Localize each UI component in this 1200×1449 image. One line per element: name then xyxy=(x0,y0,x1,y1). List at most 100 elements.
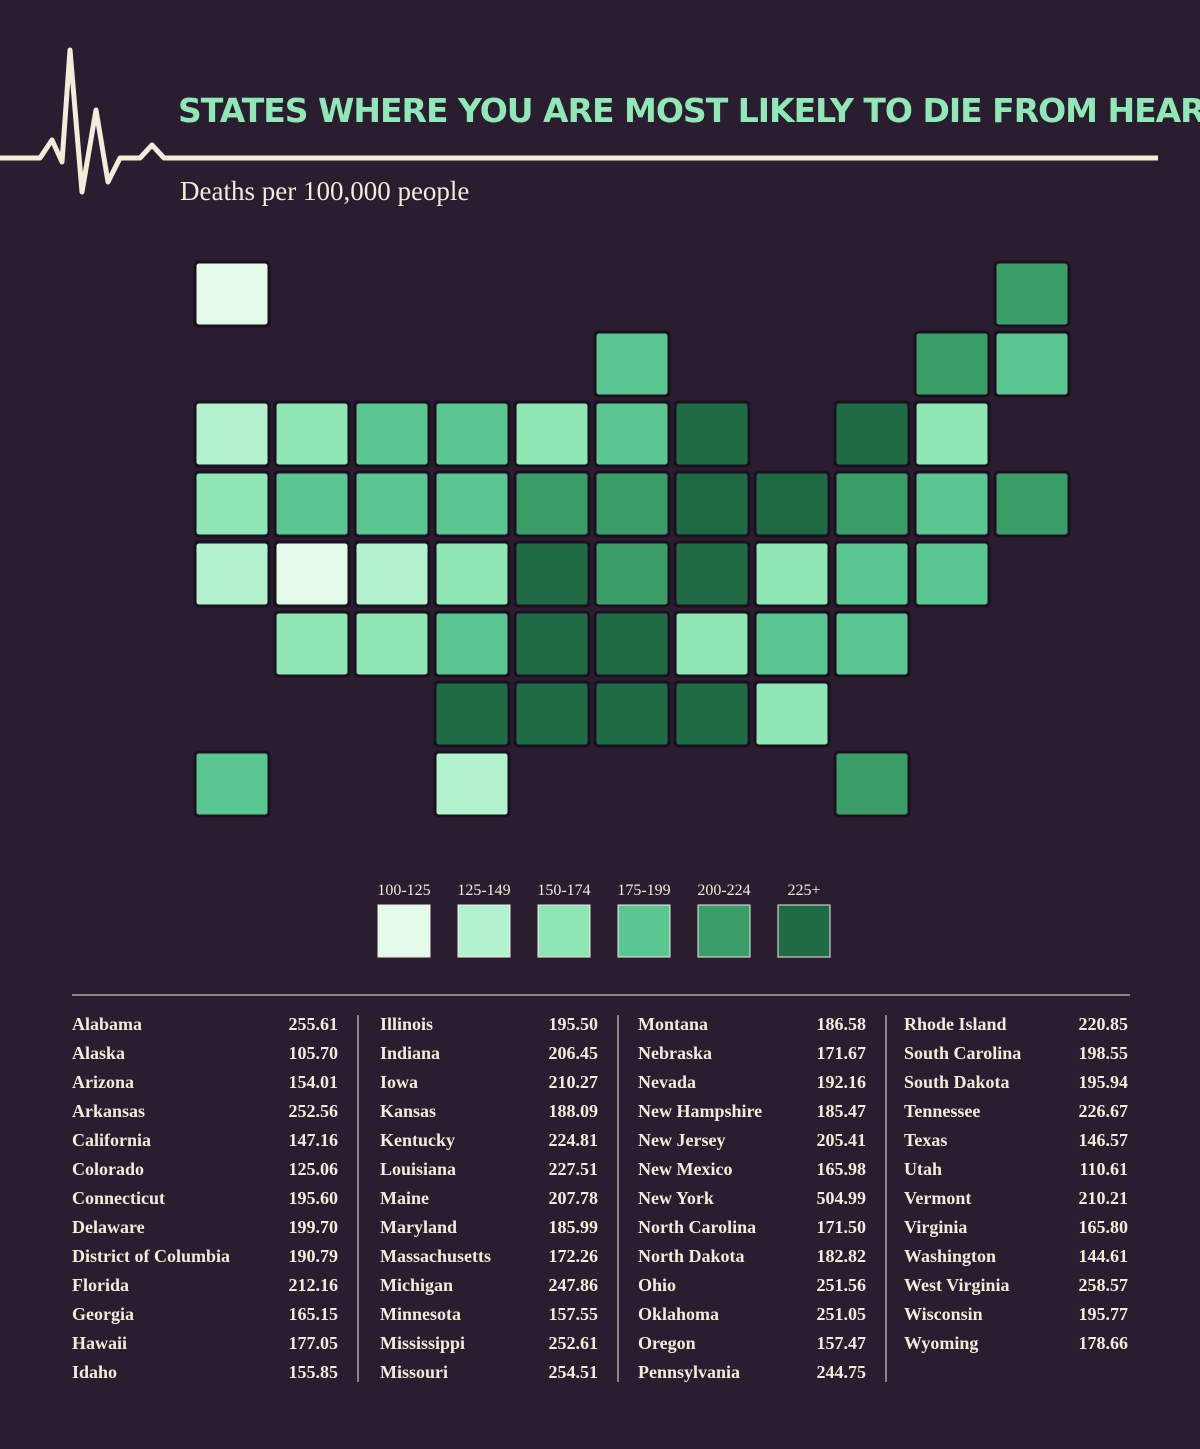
state-value: 185.47 xyxy=(817,1101,867,1121)
state-tile xyxy=(593,400,671,468)
state-name: Tennessee xyxy=(904,1101,980,1121)
state-tile xyxy=(833,400,911,468)
state-value: 188.09 xyxy=(549,1101,599,1121)
state-name: Wisconsin xyxy=(904,1304,983,1324)
state-name: New Hampshire xyxy=(638,1101,762,1121)
state-name: Washington xyxy=(904,1246,996,1266)
state-value: 192.16 xyxy=(817,1072,867,1092)
state-name: Delaware xyxy=(72,1217,145,1237)
state-tile xyxy=(273,540,351,608)
state-tile xyxy=(433,540,511,608)
state-tile xyxy=(353,610,431,678)
state-value: 146.57 xyxy=(1079,1130,1129,1150)
state-name: Georgia xyxy=(72,1304,134,1324)
state-value: 171.50 xyxy=(817,1217,867,1237)
state-name: Iowa xyxy=(380,1072,418,1092)
state-tile xyxy=(993,260,1071,328)
state-name: Texas xyxy=(904,1130,947,1150)
legend-swatch xyxy=(537,904,591,958)
state-name: Arizona xyxy=(72,1072,134,1092)
state-tile xyxy=(673,610,751,678)
state-name: Alabama xyxy=(72,1014,142,1034)
state-name: Massachusetts xyxy=(380,1246,491,1266)
state-value: 198.55 xyxy=(1079,1043,1129,1063)
state-value: 185.99 xyxy=(549,1217,599,1237)
state-value: 105.70 xyxy=(289,1043,339,1063)
state-value: 255.61 xyxy=(289,1014,339,1034)
state-name: Utah xyxy=(904,1159,942,1179)
state-tile xyxy=(753,540,831,608)
state-tile xyxy=(593,540,671,608)
state-tile xyxy=(993,330,1071,398)
state-value: 227.51 xyxy=(549,1159,599,1179)
state-tile xyxy=(513,680,591,748)
state-name: Illinois xyxy=(380,1014,433,1034)
state-tile xyxy=(193,400,271,468)
legend-label: 100-125 xyxy=(377,882,430,899)
title: STATES WHERE YOU ARE MOST LIKELY TO DIE … xyxy=(178,91,1200,130)
state-name: Nevada xyxy=(638,1072,696,1092)
state-name: Connecticut xyxy=(72,1188,165,1208)
state-value: 252.56 xyxy=(289,1101,339,1121)
state-tile xyxy=(673,400,751,468)
legend-swatch xyxy=(457,904,511,958)
state-value: 177.05 xyxy=(289,1333,339,1353)
legend-label: 225+ xyxy=(787,882,820,899)
state-value: 210.21 xyxy=(1079,1188,1129,1208)
state-name: Ohio xyxy=(638,1275,676,1295)
state-value: 190.79 xyxy=(289,1246,339,1266)
state-tile xyxy=(273,400,351,468)
state-tile xyxy=(913,540,991,608)
state-tile xyxy=(433,470,511,538)
state-tile xyxy=(833,540,911,608)
state-value: 154.01 xyxy=(289,1072,339,1092)
state-name: South Carolina xyxy=(904,1043,1021,1063)
state-tile xyxy=(193,260,271,328)
state-value: 182.82 xyxy=(817,1246,867,1266)
map xyxy=(193,260,1071,818)
state-name: Oregon xyxy=(638,1333,696,1353)
state-name: Nebraska xyxy=(638,1043,712,1063)
state-tile xyxy=(593,330,671,398)
state-tile xyxy=(753,610,831,678)
state-tile xyxy=(353,540,431,608)
state-tile xyxy=(513,400,591,468)
state-tile xyxy=(433,750,511,818)
state-name: Maryland xyxy=(380,1217,457,1237)
state-name: Minnesota xyxy=(380,1304,461,1324)
state-value: 206.45 xyxy=(549,1043,599,1063)
state-tile xyxy=(913,400,991,468)
state-value: 258.57 xyxy=(1079,1275,1129,1295)
state-tile xyxy=(593,610,671,678)
state-value: 125.06 xyxy=(289,1159,339,1179)
state-tile xyxy=(833,470,911,538)
state-tile xyxy=(833,610,911,678)
state-tile xyxy=(593,470,671,538)
state-value: 110.61 xyxy=(1079,1159,1128,1179)
legend-swatch xyxy=(777,904,831,958)
state-name: New York xyxy=(638,1188,714,1208)
state-name: District of Columbia xyxy=(72,1246,230,1266)
legend-swatch xyxy=(377,904,431,958)
state-tile xyxy=(273,610,351,678)
state-name: New Mexico xyxy=(638,1159,732,1179)
state-tile xyxy=(273,470,351,538)
state-tile xyxy=(753,470,831,538)
state-tile xyxy=(433,400,511,468)
state-value: 195.94 xyxy=(1079,1072,1129,1092)
state-name: Florida xyxy=(72,1275,129,1295)
state-tile xyxy=(593,680,671,748)
state-name: Vermont xyxy=(904,1188,971,1208)
legend-swatch xyxy=(697,904,751,958)
state-value: 199.70 xyxy=(289,1217,339,1237)
state-tile xyxy=(673,540,751,608)
state-value: 165.80 xyxy=(1079,1217,1129,1237)
state-tile xyxy=(833,750,911,818)
state-name: North Dakota xyxy=(638,1246,745,1266)
state-name: California xyxy=(72,1130,151,1150)
state-name: Oklahoma xyxy=(638,1304,719,1324)
state-name: Rhode Island xyxy=(904,1014,1007,1034)
state-value: 157.55 xyxy=(549,1304,599,1324)
state-name: Louisiana xyxy=(380,1159,456,1179)
